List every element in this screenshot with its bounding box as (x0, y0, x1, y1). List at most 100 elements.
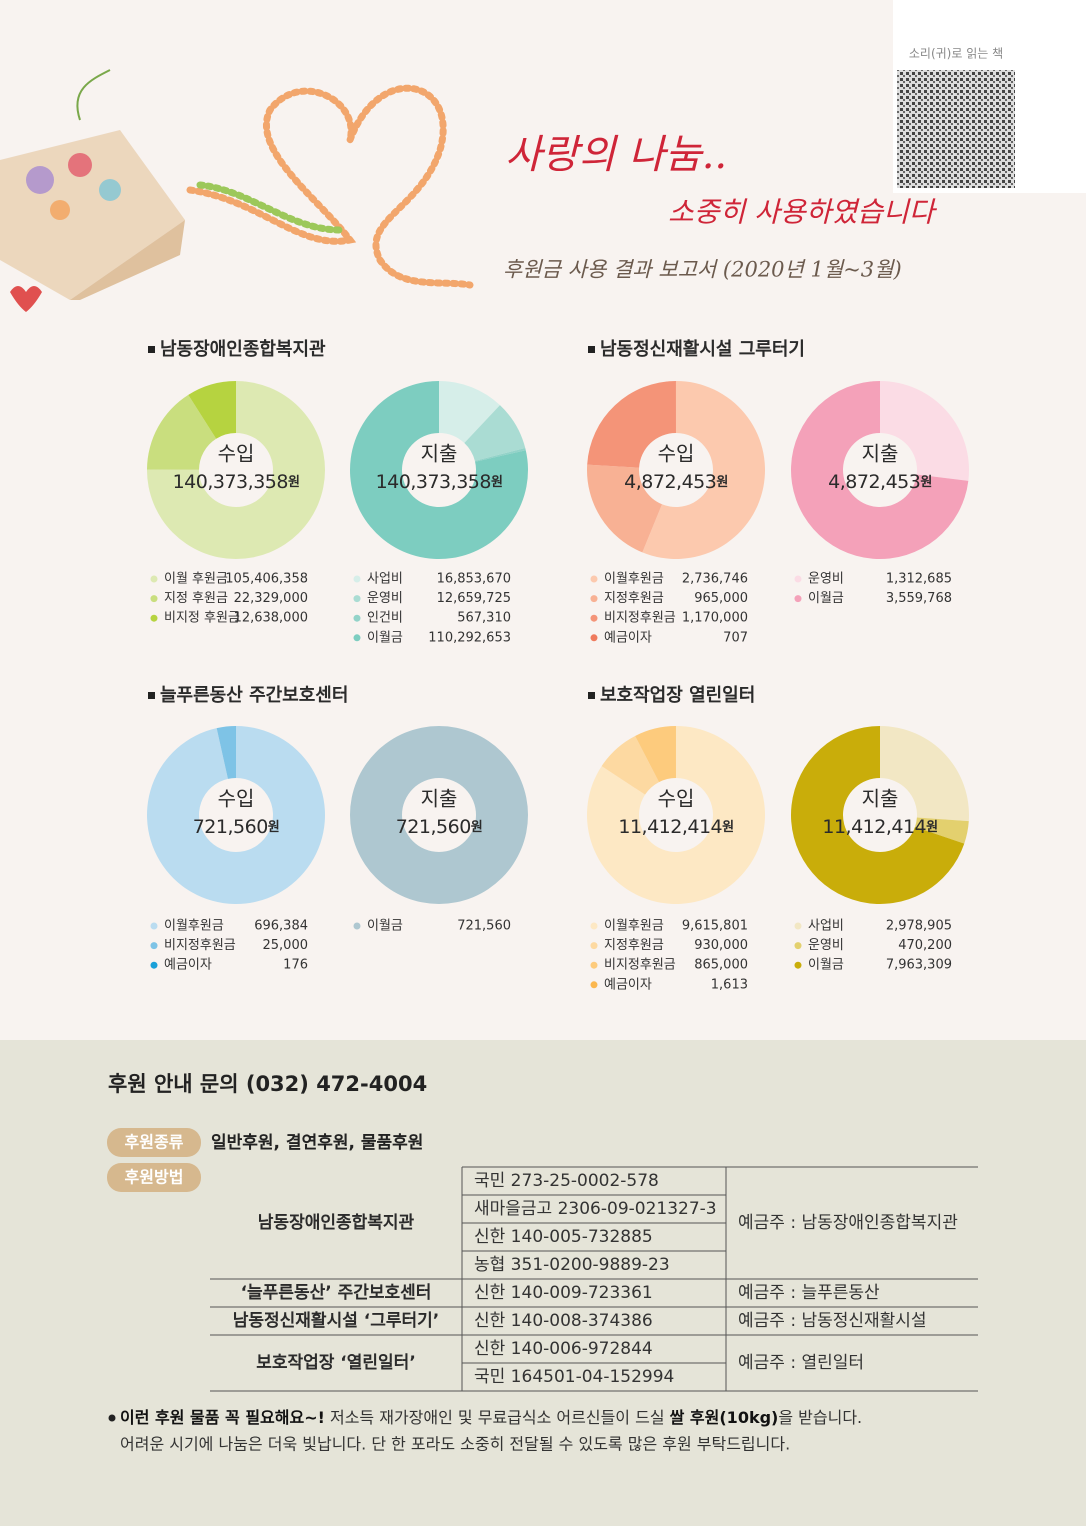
donut-segment (880, 381, 969, 481)
legend-label: 이월후원금 (164, 919, 224, 934)
legend-label: 예금이자 (604, 977, 652, 992)
section-marker (148, 692, 155, 699)
legend-value: 22,329,000 (234, 591, 308, 606)
legend-value: 696,384 (254, 919, 308, 934)
legend-dot (353, 575, 361, 583)
total-number: 140,373,358 (376, 471, 491, 493)
donut-segment (791, 726, 965, 904)
donut-title: 수입 (658, 787, 695, 811)
donut-segment (188, 381, 236, 439)
legend-dot (150, 614, 158, 622)
legend-dot (794, 922, 802, 930)
donut-segment (474, 448, 526, 462)
legend-dot (353, 922, 361, 930)
legend-dot (150, 922, 158, 930)
legend-label: 운영비 (808, 938, 844, 953)
donut-segment (642, 381, 765, 559)
account: 새마을금고 2306-09-021327-3 (474, 1199, 717, 1219)
donut-segment (880, 726, 970, 822)
account: 농협 351-0200-9889-23 (474, 1255, 670, 1275)
legend-value: 721,560 (457, 919, 511, 934)
donut-total: 140,373,358원 (376, 471, 503, 493)
legend-label: 인건비 (367, 611, 403, 626)
legend-value: 1,170,000 (682, 611, 748, 626)
note-part: 을 받습니다. (778, 1408, 862, 1427)
total-unit: 원 (491, 475, 502, 490)
note-part: 이런 후원 물품 꼭 필요해요~! (120, 1408, 325, 1427)
legend-value: 105,406,358 (225, 572, 308, 587)
legend-label: 지정 후원금 (164, 591, 228, 606)
donut-segment (146, 726, 325, 905)
legend-dot (353, 614, 361, 622)
section-title: 보호작업장 열린일터 (600, 685, 755, 706)
account-holder: 예금주 : 남동정신재활시설 (738, 1311, 927, 1331)
donut-segment (586, 726, 765, 905)
legend-value: 865,000 (694, 958, 748, 973)
legend-value: 12,659,725 (437, 591, 511, 606)
donut-total: 4,872,453원 (828, 471, 932, 493)
section-marker (588, 692, 595, 699)
donut-segment (147, 381, 325, 560)
legend-dot (794, 942, 802, 950)
donut-segment (587, 381, 676, 468)
account: 신한 140-008-374386 (474, 1311, 653, 1331)
account-holder: 예금주 : 늘푸른동산 (738, 1283, 880, 1303)
section-marker (148, 346, 155, 353)
donut-segment (216, 726, 236, 779)
total-unit: 원 (926, 820, 937, 835)
org-name: 남동정신재활시설 ‘그루터기’ (233, 1310, 440, 1331)
donut-segment (915, 817, 969, 844)
legend-label: 이월금 (808, 958, 844, 973)
badge-text: 후원종류 (125, 1133, 184, 1152)
total-number: 140,373,358 (173, 471, 288, 493)
legend-value: 930,000 (694, 938, 748, 953)
total-number: 721,560 (396, 816, 471, 838)
total-unit: 원 (716, 475, 727, 490)
legend-value: 1,613 (711, 977, 748, 992)
legend-label: 지정후원금 (604, 591, 664, 606)
legend-dot (590, 614, 598, 622)
legend-label: 비지정후원금 (604, 611, 676, 626)
total-number: 11,412,414 (618, 816, 722, 838)
donut-segment (587, 464, 663, 553)
total-number: 4,872,453 (624, 471, 716, 493)
donut-title: 수입 (218, 787, 255, 811)
legend-value: 12,638,000 (234, 611, 308, 626)
legend-label: 예금이자 (604, 630, 652, 645)
legend-value: 965,000 (694, 591, 748, 606)
section-title: 남동정신재활시설 그루터기 (600, 339, 805, 360)
report-title: 후원금 사용 결과 보고서 (2020년 1월~3월) (503, 258, 902, 282)
badge-text: 후원방법 (125, 1168, 184, 1187)
donut-segment (350, 381, 528, 559)
legend-label: 이월금 (808, 591, 844, 606)
legend-label: 비지정후원금 (604, 958, 676, 973)
legend-dot (590, 961, 598, 969)
legend-value: 470,200 (898, 938, 952, 953)
legend-value: 110,292,653 (428, 630, 511, 645)
org-name: 보호작업장 ‘열린일터’ (256, 1353, 416, 1373)
bullet (108, 1414, 116, 1422)
legend-dot (794, 595, 802, 603)
legend-value: 16,853,670 (437, 572, 511, 587)
legend-dot (150, 575, 158, 583)
total-unit: 원 (268, 820, 279, 835)
donut-segment (601, 735, 660, 795)
donut-total: 721,560원 (193, 816, 280, 838)
legend-value: 2,736,746 (682, 572, 748, 587)
legend-dot (150, 595, 158, 603)
total-number: 11,412,414 (822, 816, 926, 838)
total-unit: 원 (722, 820, 733, 835)
donut-segment (147, 394, 217, 470)
donut-title: 지출 (421, 787, 458, 811)
legend-dot (590, 634, 598, 642)
audio-label: 소리(귀)로 읽는 책 (909, 46, 1003, 61)
legend-dot (590, 981, 598, 989)
legend-label: 이월 후원금 (164, 572, 228, 587)
legend-label: 예금이자 (164, 958, 212, 973)
legend-value: 2,978,905 (886, 919, 952, 934)
account: 국민 164501-04-152994 (474, 1367, 674, 1387)
legend-label: 비지정 후원금 (164, 611, 240, 626)
legend-value: 3,559,768 (886, 591, 952, 606)
legend-value: 7,963,309 (886, 958, 952, 973)
